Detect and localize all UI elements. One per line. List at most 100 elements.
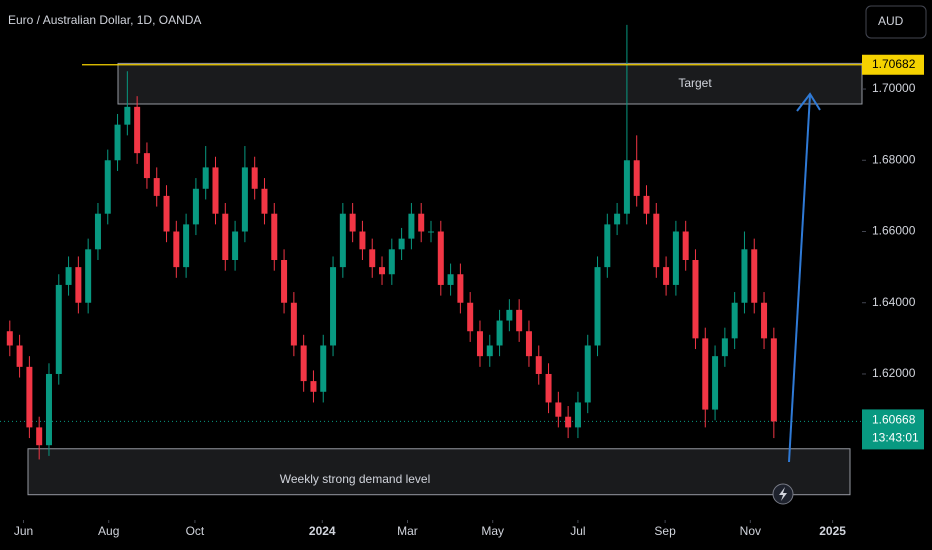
candle-body bbox=[447, 274, 454, 285]
candle-body bbox=[173, 231, 180, 268]
target-price-label: 1.70682 bbox=[872, 57, 916, 71]
x-tick-label: May bbox=[481, 524, 504, 538]
candle-body bbox=[467, 302, 474, 332]
currency-label[interactable]: AUD bbox=[878, 14, 904, 28]
candle-body bbox=[222, 213, 229, 260]
candle-body bbox=[761, 302, 768, 339]
candle-body bbox=[320, 345, 327, 392]
candle-body bbox=[574, 402, 581, 428]
candle-body bbox=[45, 373, 52, 446]
candle-body bbox=[476, 331, 483, 357]
x-tick-label: Aug bbox=[98, 524, 119, 538]
candle-body bbox=[359, 231, 366, 250]
candle-body bbox=[643, 195, 650, 214]
candle-body bbox=[330, 267, 337, 346]
candle-body bbox=[565, 416, 572, 428]
candle-body bbox=[65, 267, 72, 285]
y-tick-label: 1.62000 bbox=[872, 366, 916, 380]
candle-body bbox=[212, 167, 219, 214]
candle-body bbox=[428, 231, 434, 233]
candle-body bbox=[26, 366, 33, 428]
candle-body bbox=[614, 213, 621, 225]
candle-body bbox=[623, 160, 630, 214]
candle-body bbox=[418, 213, 425, 232]
candle-body bbox=[379, 267, 386, 275]
candle-body bbox=[94, 213, 101, 250]
alert-bolt bbox=[779, 487, 787, 501]
candle-body bbox=[486, 345, 493, 357]
candle-body bbox=[310, 381, 317, 392]
candle-body bbox=[584, 345, 591, 403]
candle-body bbox=[85, 249, 92, 303]
target-zone bbox=[117, 62, 863, 105]
candle-body bbox=[496, 320, 503, 346]
candle-body bbox=[712, 356, 719, 410]
candle-body bbox=[202, 167, 209, 189]
candle-body bbox=[114, 124, 121, 161]
candle-body bbox=[555, 402, 562, 417]
candle-body bbox=[300, 345, 307, 382]
candle-body bbox=[741, 249, 748, 303]
candle-body bbox=[633, 160, 640, 196]
candle-body bbox=[682, 231, 689, 260]
candle-body bbox=[506, 309, 513, 321]
candle-body bbox=[183, 224, 190, 268]
demand-zone-label: Weekly strong demand level bbox=[280, 472, 431, 486]
candle-body bbox=[672, 231, 679, 285]
candle-body bbox=[545, 373, 552, 403]
candle-body bbox=[731, 302, 738, 339]
x-tick-label: Oct bbox=[186, 524, 205, 538]
candle-body bbox=[241, 167, 248, 232]
y-tick-label: 1.68000 bbox=[872, 152, 916, 166]
arrow-shaft bbox=[788, 94, 811, 463]
x-tick-label: Mar bbox=[397, 524, 418, 538]
arrow-head bbox=[796, 92, 821, 112]
candle-body bbox=[349, 213, 356, 232]
candle-body bbox=[281, 260, 288, 303]
candle-body bbox=[702, 338, 709, 410]
candle-body bbox=[398, 238, 405, 250]
candle-body bbox=[6, 331, 13, 346]
candle-body bbox=[437, 231, 444, 285]
x-tick-label: Jun bbox=[14, 524, 33, 538]
candle-body bbox=[721, 338, 728, 357]
candle-body bbox=[192, 188, 199, 225]
candle-body bbox=[290, 302, 297, 346]
x-tick-label: 2024 bbox=[309, 524, 336, 538]
candle-body bbox=[153, 178, 160, 196]
candle-body bbox=[104, 160, 111, 214]
candle-body bbox=[535, 356, 542, 374]
candle-body bbox=[261, 188, 268, 214]
y-tick-label: 1.66000 bbox=[872, 224, 916, 238]
target-zone-label: Target bbox=[678, 76, 712, 90]
candle-body bbox=[594, 267, 601, 346]
demand-zone bbox=[27, 448, 851, 496]
x-tick-label: Sep bbox=[654, 524, 676, 538]
x-tick-label: Jul bbox=[570, 524, 585, 538]
candle-body bbox=[388, 249, 395, 275]
candle-body bbox=[604, 224, 611, 268]
currency-button[interactable] bbox=[865, 5, 927, 39]
candle-body bbox=[339, 213, 346, 268]
candle-body bbox=[232, 231, 239, 260]
candle-body bbox=[653, 213, 660, 268]
candle-body bbox=[751, 249, 758, 303]
candle-body bbox=[408, 213, 415, 239]
candle-body bbox=[516, 309, 523, 332]
candle-body bbox=[75, 267, 82, 303]
candle-body bbox=[143, 153, 150, 179]
candle-body bbox=[663, 267, 670, 285]
candle-body bbox=[692, 260, 699, 339]
candle-body bbox=[525, 331, 532, 357]
y-tick-label: 1.70000 bbox=[872, 81, 916, 95]
candle-body bbox=[251, 167, 258, 189]
candle-body bbox=[124, 106, 131, 125]
y-tick-label: 1.64000 bbox=[872, 295, 916, 309]
candle-body bbox=[770, 338, 777, 422]
x-tick-label: Nov bbox=[740, 524, 761, 538]
candle-body bbox=[55, 284, 62, 374]
last-price-label: 1.60668 bbox=[872, 413, 916, 427]
target-price-tag bbox=[862, 54, 924, 75]
candle-body bbox=[271, 213, 278, 260]
